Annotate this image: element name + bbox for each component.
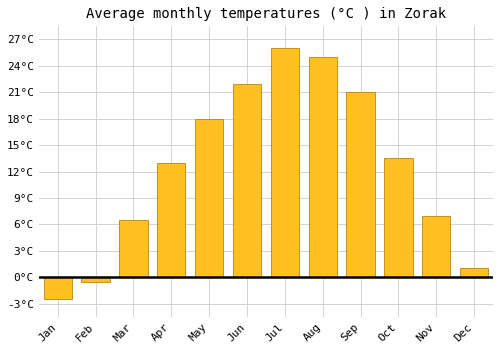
Bar bbox=[308, 57, 337, 277]
Bar bbox=[233, 84, 261, 277]
Bar bbox=[422, 216, 450, 277]
Bar bbox=[384, 158, 412, 277]
Bar bbox=[44, 277, 72, 299]
Bar bbox=[346, 92, 375, 277]
Title: Average monthly temperatures (°C ) in Zorak: Average monthly temperatures (°C ) in Zo… bbox=[86, 7, 446, 21]
Bar bbox=[119, 220, 148, 277]
Bar bbox=[460, 268, 488, 277]
Bar bbox=[82, 277, 110, 282]
Bar bbox=[157, 163, 186, 277]
Bar bbox=[270, 48, 299, 277]
Bar bbox=[195, 119, 224, 277]
